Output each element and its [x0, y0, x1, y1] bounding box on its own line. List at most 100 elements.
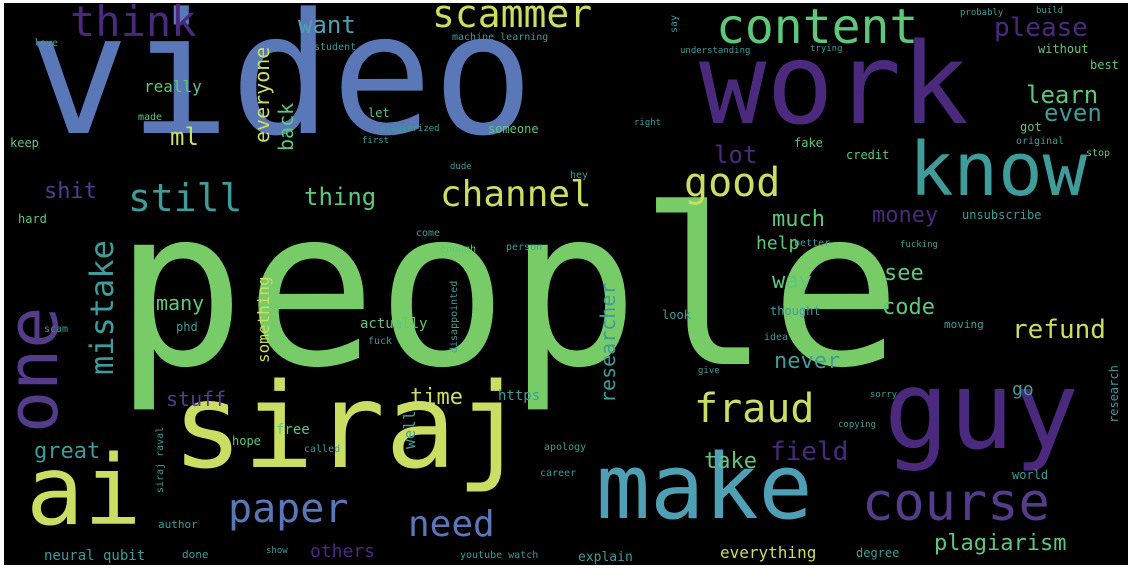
- word-make: make: [596, 435, 813, 540]
- word-channel: channel: [440, 174, 592, 215]
- word-career: career: [540, 468, 577, 479]
- word-machine-learning: machine learning: [452, 32, 549, 43]
- word-understanding: understanding: [680, 46, 751, 56]
- word-degree: degree: [856, 546, 900, 560]
- word-everything: everything: [720, 543, 817, 562]
- word-way: way: [772, 269, 812, 294]
- word-got: got: [1020, 120, 1042, 134]
- word-much: much: [772, 207, 825, 232]
- word-trying: trying: [810, 44, 843, 54]
- word-scam: scam: [44, 324, 69, 335]
- word-others: others: [310, 541, 376, 562]
- word-fucking: fucking: [900, 240, 938, 250]
- word-plagiarism: plagiarism: [934, 531, 1067, 556]
- word-say: say: [669, 14, 680, 33]
- word-made: made: [138, 112, 163, 123]
- word-apology: apology: [544, 442, 587, 453]
- word-field: field: [770, 437, 849, 467]
- word-well: well: [400, 410, 419, 449]
- word-first: first: [362, 136, 390, 146]
- word-original: original: [1016, 136, 1065, 147]
- word-fraud: fraud: [694, 386, 815, 432]
- word-stop: stop: [1086, 148, 1111, 159]
- word-stuff: stuff: [166, 387, 227, 411]
- word-everyone: everyone: [250, 46, 274, 143]
- word-take: take: [704, 449, 757, 474]
- word-content: content: [716, 3, 919, 55]
- word-please: please: [994, 13, 1088, 43]
- word-plagiarized: plagiarized: [380, 124, 440, 134]
- word-great: great: [34, 439, 101, 464]
- word-let: let: [368, 106, 390, 120]
- word-researcher: researcher: [596, 282, 620, 403]
- word-dude: dude: [450, 162, 472, 172]
- word-ai: ai: [26, 435, 142, 547]
- word-time: time: [410, 385, 463, 410]
- word-someone: someone: [488, 122, 539, 136]
- word-siraj: siraj: [172, 357, 528, 495]
- word-course: course: [862, 473, 1050, 533]
- word-need: need: [408, 504, 495, 545]
- word-without: without: [1038, 42, 1089, 56]
- word-siraj-raval: siraj raval: [155, 426, 166, 493]
- word-code: code: [882, 295, 935, 320]
- word-youtube-watch: youtube watch: [460, 550, 539, 561]
- word-paper: paper: [228, 486, 349, 532]
- word-learn: learn: [1026, 81, 1099, 109]
- word-https: https: [498, 388, 541, 404]
- word-good: good: [684, 160, 781, 206]
- word-better: better: [794, 238, 831, 249]
- word-refund: refund: [1012, 315, 1106, 345]
- word-want: want: [298, 11, 356, 39]
- word-hope: hope: [232, 434, 261, 448]
- word-credit: credit: [846, 148, 890, 162]
- word-right: right: [634, 118, 662, 128]
- word-hard: hard: [18, 212, 47, 226]
- word-student: student: [314, 42, 357, 53]
- word-best: best: [1090, 58, 1119, 72]
- word-free: free: [276, 422, 310, 438]
- word-come: come: [416, 228, 441, 239]
- word-author: author: [158, 518, 198, 531]
- word-sorry: sorry: [870, 390, 898, 400]
- word-person: person: [506, 242, 543, 253]
- word-money: money: [872, 203, 939, 228]
- word-really: really: [144, 77, 202, 96]
- word-world: world: [1012, 468, 1049, 482]
- word-neural-qubit: neural qubit: [44, 548, 146, 564]
- word-actually: actually: [360, 316, 428, 332]
- word-love: love: [34, 38, 59, 49]
- word-even: even: [1044, 99, 1102, 127]
- word-scammer: scammer: [432, 3, 593, 36]
- word-know: know: [909, 127, 1088, 213]
- word-phd: phd: [176, 320, 198, 334]
- word-build: build: [1036, 6, 1064, 16]
- word-unsubscribe: unsubscribe: [962, 208, 1042, 222]
- word-fuck: fuck: [368, 336, 393, 347]
- word-explain: explain: [578, 550, 633, 565]
- word-ml: ml: [170, 123, 199, 151]
- word-keep: keep: [10, 136, 39, 150]
- word-something: something: [254, 276, 273, 363]
- word-called: called: [304, 444, 341, 455]
- word-cloud-canvas: people video work siraj guy make ai one …: [4, 3, 1128, 565]
- word-think: think: [70, 3, 197, 46]
- word-idea: idea: [764, 332, 789, 343]
- word-never: never: [774, 349, 841, 374]
- word-work: work: [699, 20, 969, 150]
- word-give: give: [698, 366, 720, 376]
- word-people: people: [114, 163, 902, 416]
- word-thought: thought: [770, 304, 821, 318]
- word-copying: copying: [838, 420, 876, 430]
- word-help: help: [756, 233, 800, 254]
- word-hey: hey: [570, 170, 589, 181]
- word-look: look: [662, 308, 691, 322]
- word-see: see: [884, 261, 924, 286]
- word-back: back: [274, 102, 298, 151]
- word-done: done: [182, 548, 209, 561]
- word-research: research: [1107, 365, 1121, 423]
- word-many: many: [156, 291, 205, 315]
- word-still: still: [128, 176, 243, 220]
- word-mistake: mistake: [83, 240, 121, 375]
